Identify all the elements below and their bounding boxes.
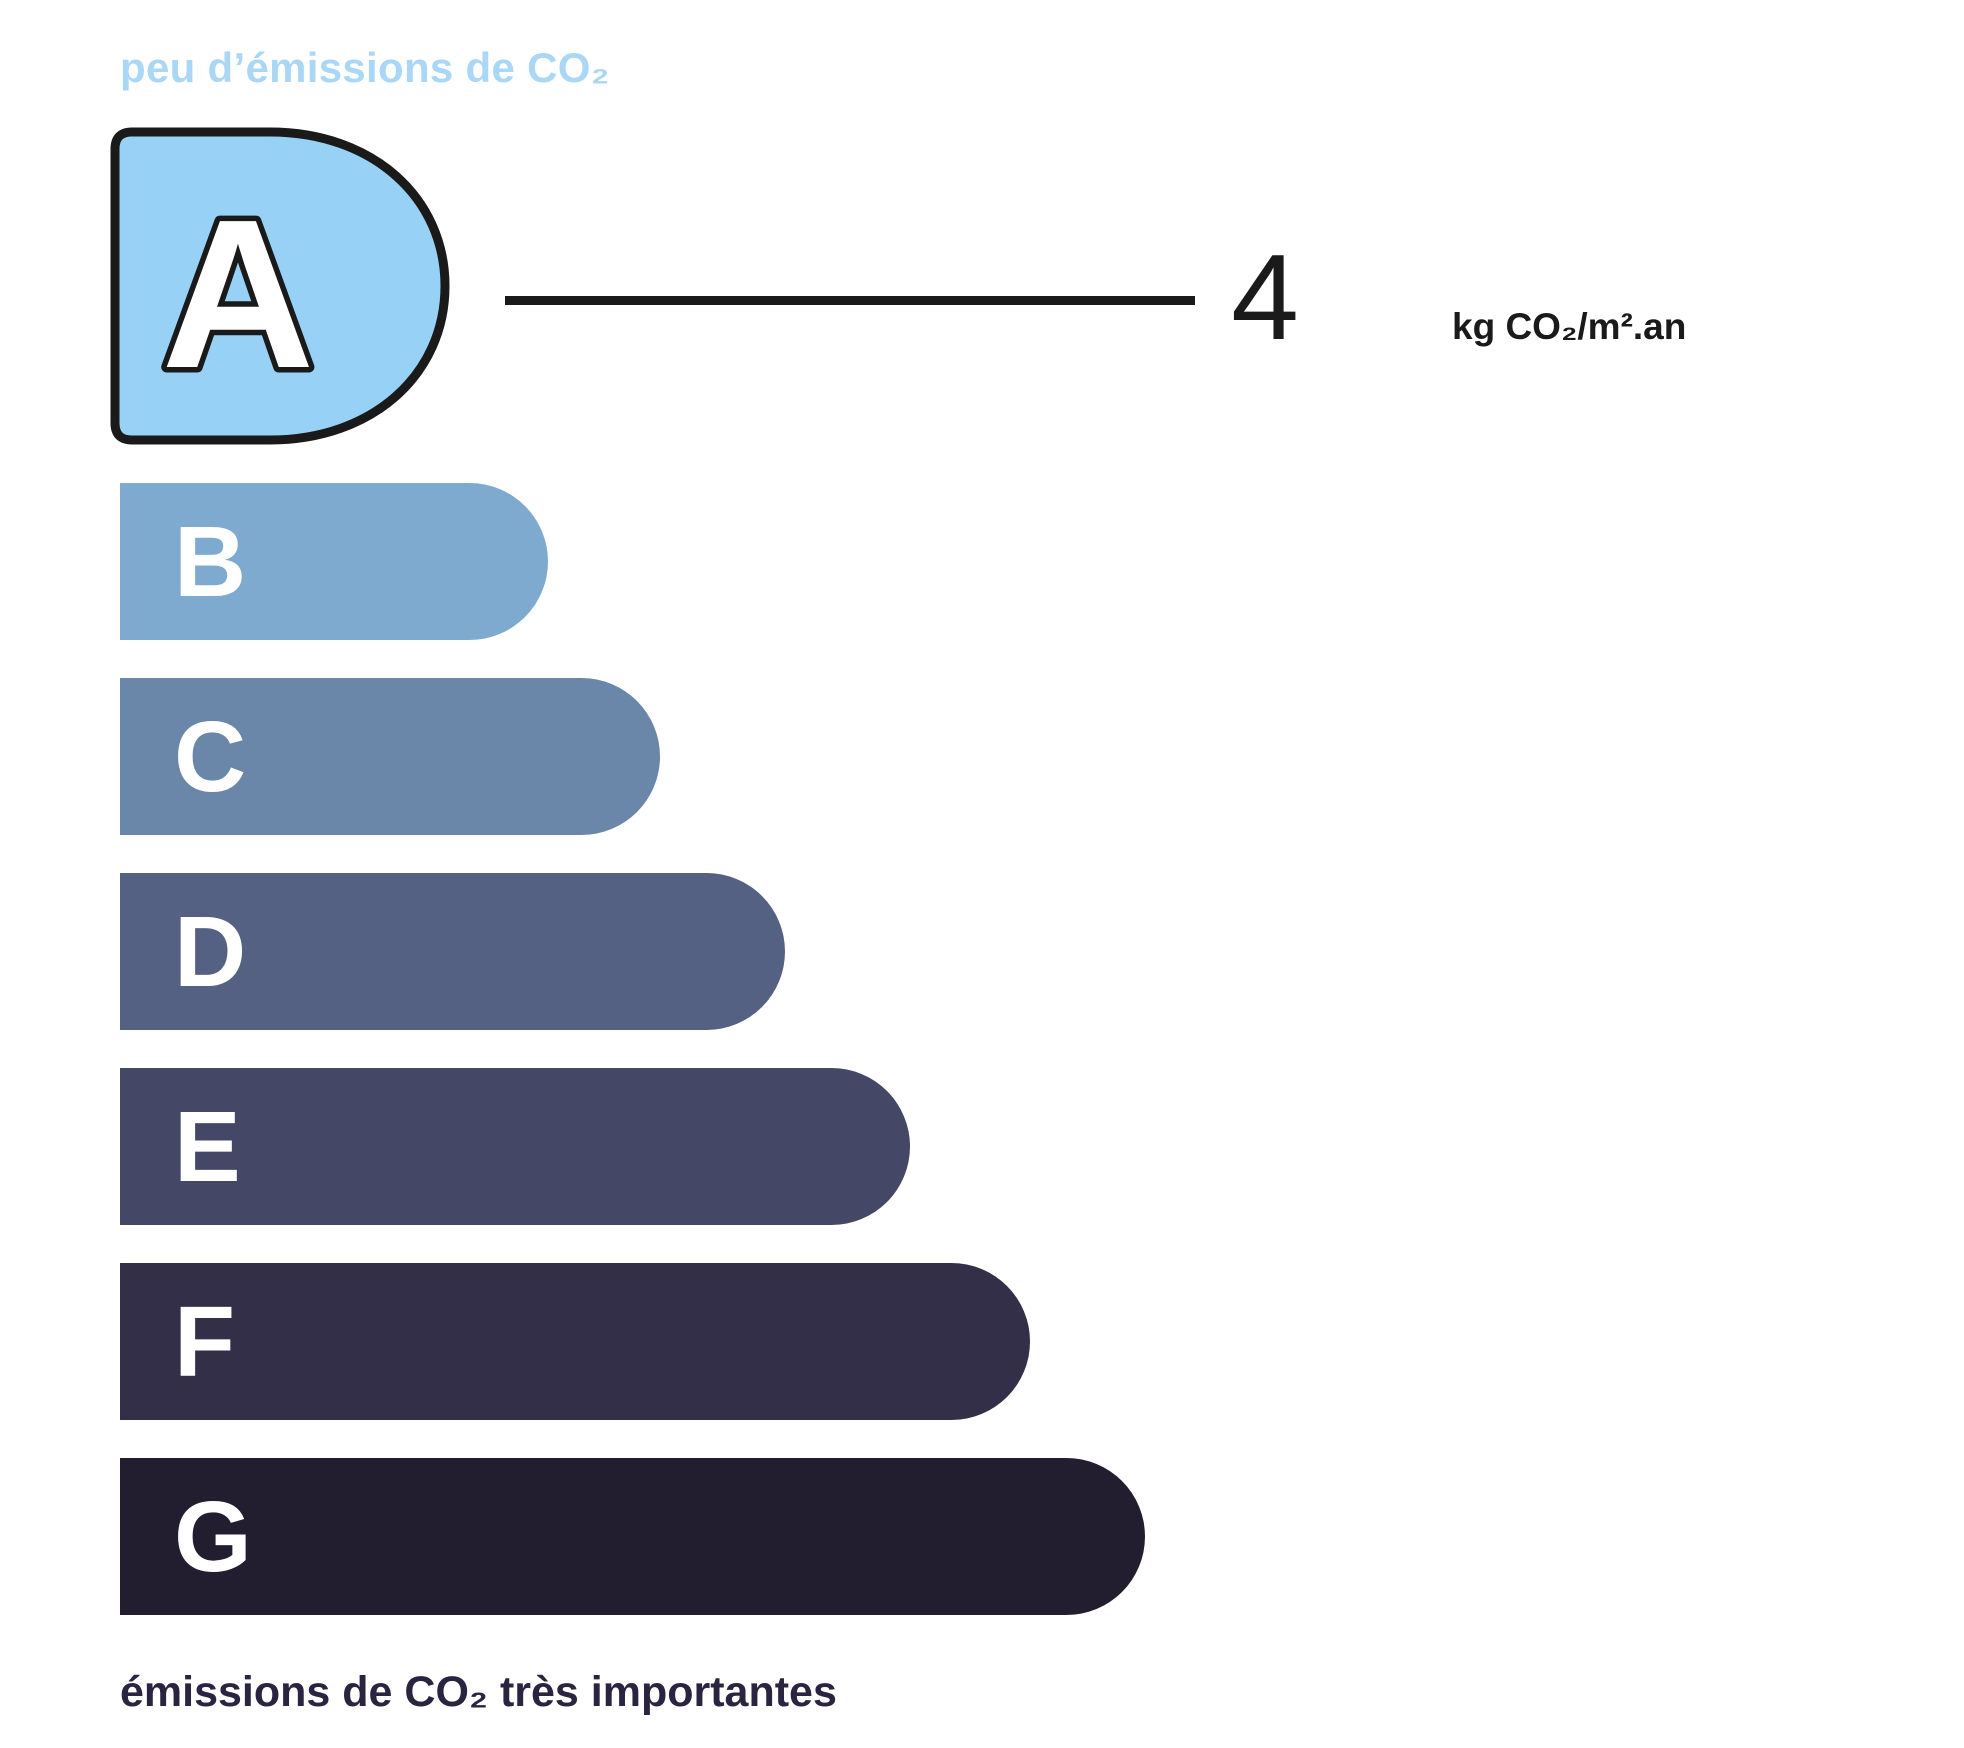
class-b-bar: B [120,483,548,640]
value-pointer-line [505,296,1195,305]
class-a-badge: A [110,127,450,445]
class-f-letter: F [174,1285,236,1398]
class-b-letter: B [174,505,247,618]
class-c-letter: C [174,700,247,813]
class-d-letter: D [174,895,247,1008]
class-d-bar: D [120,873,785,1030]
class-c-bar: C [120,678,660,835]
high-emissions-label: émissions de CO₂ très importantes [120,1668,837,1716]
class-e-letter: E [174,1090,241,1203]
class-g-letter: G [174,1480,252,1593]
emission-value: 4 [1231,229,1299,365]
class-g-bar: G [120,1458,1145,1615]
low-emissions-label: peu d’émissions de CO₂ [120,44,610,91]
emission-unit: kg CO₂/m².an [1452,306,1687,347]
class-f-bar: F [120,1263,1030,1420]
class-e-bar: E [120,1068,910,1225]
class-a-shape [110,127,450,445]
class-a-letter: A [161,175,314,412]
